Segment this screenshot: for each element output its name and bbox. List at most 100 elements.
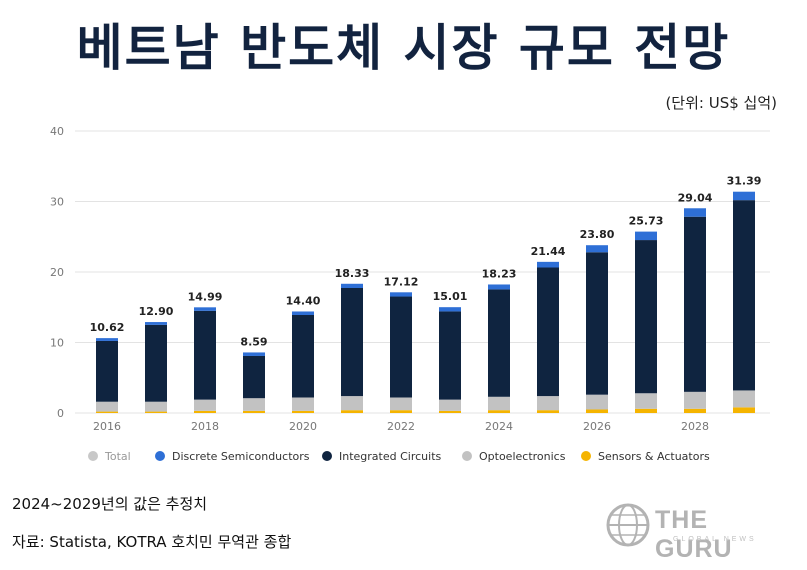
bar-segment <box>439 399 461 411</box>
y-tick-label: 30 <box>50 196 64 209</box>
total-value-label: 21.44 <box>531 245 566 258</box>
bar-segment <box>341 288 363 397</box>
total-value-label: 12.90 <box>139 305 174 318</box>
bar-segment <box>635 393 657 409</box>
bar-segment <box>341 283 363 289</box>
bar-segment <box>145 401 167 412</box>
bar-segment <box>586 409 608 413</box>
source-note: 자료: Statista, KOTRA 호치민 무역관 종합 <box>12 533 292 551</box>
unit-label: (단위: US$ 십억) <box>665 94 777 112</box>
total-value-label: 31.39 <box>727 175 762 188</box>
y-tick-label: 20 <box>50 266 64 279</box>
estimate-note: 2024~2029년의 값은 추정치 <box>12 495 208 513</box>
legend-label: Integrated Circuits <box>339 450 442 463</box>
logo-text: THE GURU <box>655 506 733 563</box>
bar-segment <box>733 407 755 413</box>
bar-segment <box>684 408 706 413</box>
bar-segment <box>341 396 363 411</box>
bar-segment <box>537 396 559 411</box>
x-tick-label: 2018 <box>191 420 219 433</box>
bar-segment <box>292 397 314 411</box>
bar-segment <box>586 245 608 253</box>
globe-icon <box>606 503 650 547</box>
x-tick-label: 2016 <box>93 420 121 433</box>
bar-segment <box>537 267 559 397</box>
total-value-label: 29.04 <box>678 191 713 204</box>
bar-segment <box>439 311 461 400</box>
x-tick-label: 2020 <box>289 420 317 433</box>
bar-segment <box>96 411 118 413</box>
gridlines <box>75 130 770 414</box>
bar-segment <box>194 310 216 400</box>
legend-label: Optoelectronics <box>479 450 566 463</box>
bar-segment <box>439 307 461 312</box>
y-tick-label: 10 <box>50 337 64 350</box>
bar-segment <box>145 324 167 402</box>
x-tick-label: 2022 <box>387 420 415 433</box>
bar-segment <box>537 261 559 268</box>
bar-segment <box>733 390 755 408</box>
total-value-label: 25.73 <box>629 215 664 228</box>
bar-segment <box>292 410 314 413</box>
bar-segment <box>243 355 265 399</box>
bar-segment <box>243 410 265 413</box>
chart-title: 베트남 반도체 시장 규모 전망 <box>76 19 731 77</box>
legend-marker <box>88 451 98 461</box>
legend-marker <box>581 451 591 461</box>
bar-segment <box>341 410 363 413</box>
the-guru-logo: THE GURU GLOBAL NEWS <box>603 500 793 563</box>
bar-segment <box>292 311 314 316</box>
bar-segment <box>684 391 706 409</box>
bar-segment <box>733 200 755 391</box>
bar-segment <box>586 252 608 395</box>
bar-segment <box>488 410 510 413</box>
legend: Total Discrete Semiconductors Integrated C… <box>88 450 710 463</box>
bar-segment <box>96 340 118 402</box>
total-value-label: 17.12 <box>384 275 419 288</box>
x-tick-label: 2028 <box>681 420 709 433</box>
legend-marker <box>462 451 472 461</box>
x-tick-label: 2026 <box>583 420 611 433</box>
bar-segment <box>243 398 265 411</box>
bar-segment <box>145 322 167 325</box>
logo-subtext: GLOBAL NEWS <box>673 536 757 543</box>
bar-segment <box>635 240 657 394</box>
bar-segment <box>684 216 706 392</box>
total-value-label: 10.62 <box>90 321 125 334</box>
legend-marker <box>322 451 332 461</box>
legend-label: Total <box>104 450 131 463</box>
bar-segment <box>194 399 216 411</box>
x-axis: 2016 2018 2020 2022 2024 2026 2028 <box>93 420 709 433</box>
bar-segment <box>390 410 412 413</box>
total-value-label: 15.01 <box>433 290 468 303</box>
legend-label: Discrete Semiconductors <box>172 450 310 463</box>
bar-segment <box>145 411 167 413</box>
legend-label: Sensors & Actuators <box>598 450 710 463</box>
bar-segment <box>733 191 755 201</box>
y-axis: 0 10 20 30 40 <box>50 125 64 420</box>
total-value-label: 18.33 <box>335 267 370 280</box>
bars <box>96 191 755 413</box>
bar-segment <box>96 338 118 341</box>
bar-segment <box>537 410 559 413</box>
bar-segment <box>586 394 608 410</box>
bar-segment <box>194 307 216 311</box>
y-tick-label: 40 <box>50 125 64 138</box>
bar-segment <box>439 410 461 413</box>
legend-marker <box>155 451 165 461</box>
total-value-label: 23.80 <box>580 228 615 241</box>
bar-segment <box>390 292 412 297</box>
y-tick-label: 0 <box>57 407 64 420</box>
total-value-label: 14.40 <box>286 294 321 307</box>
total-labels: 10.62 12.90 14.99 8.59 14.40 18.33 17.12 15.01 1… <box>90 175 762 349</box>
bar-segment <box>488 396 510 411</box>
bar-segment <box>488 289 510 397</box>
total-value-label: 8.59 <box>240 335 267 348</box>
bar-segment <box>635 408 657 413</box>
bar-segment <box>292 315 314 398</box>
bar-segment <box>684 208 706 217</box>
bar-segment <box>390 397 412 411</box>
bar-segment <box>96 401 118 412</box>
bar-segment <box>390 296 412 398</box>
